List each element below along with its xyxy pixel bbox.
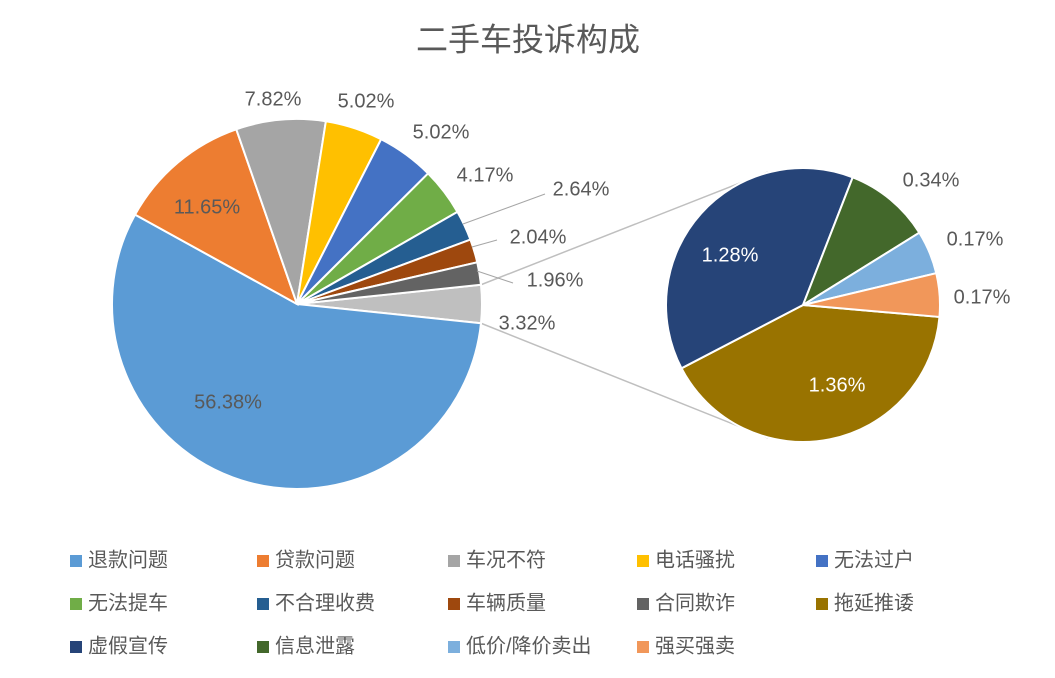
data-label: 1.36% [809, 374, 866, 396]
legend-label: 贷款问题 [275, 548, 355, 571]
legend-label: 信息泄露 [275, 634, 355, 657]
data-label: 7.82% [245, 88, 302, 110]
legend-swatch [816, 598, 828, 610]
data-label: 1.28% [702, 244, 759, 266]
data-label: 4.17% [457, 164, 514, 186]
pie-slice [133, 127, 299, 307]
data-label: 1.96% [527, 269, 584, 291]
legend-label: 车辆质量 [466, 591, 546, 614]
data-label: 0.17% [947, 228, 1004, 250]
legend-swatch [637, 641, 649, 653]
legend-label: 低价/降价卖出 [466, 634, 592, 657]
legend-swatch [448, 641, 460, 653]
legend-swatch [637, 555, 649, 567]
legend-swatch [816, 555, 828, 567]
pie-slice [296, 261, 483, 305]
data-label: 5.02% [338, 90, 395, 112]
legend-swatch [257, 555, 269, 567]
legend-label: 不合理收费 [275, 591, 375, 614]
legend-swatch [70, 641, 82, 653]
data-label: 0.34% [903, 169, 960, 191]
legend-label: 无法提车 [88, 591, 168, 614]
legend-label: 强买强卖 [655, 634, 735, 657]
data-label: 3.32% [499, 312, 556, 334]
data-label: 11.65% [174, 196, 241, 218]
legend-swatch [70, 598, 82, 610]
pie-slice [802, 271, 941, 319]
legend-swatch [257, 641, 269, 653]
legend-swatch [637, 598, 649, 610]
pie-slice [111, 213, 483, 490]
legend-swatch [70, 555, 82, 567]
pie-slice [665, 167, 854, 370]
legend-label: 车况不符 [466, 548, 546, 571]
data-label: 0.17% [954, 286, 1011, 308]
pie-slice [680, 303, 941, 443]
connector-line [480, 322, 769, 439]
legend-label: 拖延推诿 [834, 591, 914, 614]
pie-slice [800, 176, 921, 308]
leader-line [462, 193, 546, 225]
leader-line [476, 270, 514, 284]
data-label: 56.38% [194, 391, 262, 413]
legend-label: 合同欺诈 [655, 591, 735, 614]
data-label: 5.02% [413, 121, 470, 143]
chart-title: 二手车投诉构成 [416, 21, 640, 57]
connector-line [480, 171, 769, 286]
legend-label: 无法过户 [834, 548, 914, 571]
legend-swatch [257, 598, 269, 610]
legend-swatch [448, 555, 460, 567]
leader-line [471, 239, 498, 248]
legend-label: 退款问题 [88, 548, 168, 571]
legend-swatch [448, 598, 460, 610]
legend-label: 虚假宣传 [88, 634, 168, 657]
legend-label: 电话骚扰 [655, 548, 735, 571]
data-label: 2.64% [553, 178, 610, 200]
data-label: 2.04% [510, 226, 567, 248]
